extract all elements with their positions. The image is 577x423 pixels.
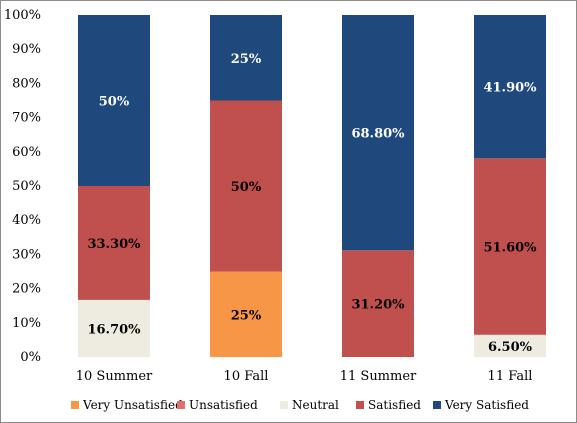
legend-label: Unsatisfied [189, 398, 258, 412]
data-label: 25% [231, 308, 262, 323]
legend: Very Unsatisfied Unsatisfied Neutral Satisf… [71, 398, 529, 412]
legend-item-very-unsatisfied: Very Unsatisfied [71, 398, 183, 412]
legend-swatch [356, 401, 364, 409]
y-tick-label: 100% [4, 8, 41, 23]
legend-label: Very Unsatisfied [82, 398, 183, 412]
bar-segment-satisfied [342, 250, 414, 357]
legend-swatch [71, 401, 79, 409]
data-label: 16.70% [87, 322, 141, 337]
bar-segment-very-satisfied [78, 15, 150, 186]
x-axis: 10 Summer 10 Fall 11 Summer 11 Fall [76, 369, 533, 384]
y-tick-label: 10% [12, 316, 41, 331]
data-label: 33.30% [87, 237, 141, 252]
y-tick-label: 70% [12, 111, 41, 126]
x-tick-label: 10 Fall [224, 369, 269, 384]
bar-segment-very-satisfied [474, 15, 546, 159]
y-tick-label: 50% [12, 179, 41, 194]
data-label: 51.60% [483, 241, 537, 256]
data-label: 68.80% [351, 127, 405, 142]
legend-label: Neutral [292, 398, 339, 412]
y-axis: 0% 10% 20% 30% 40% 50% 60% 70% 80% 90% 100% [4, 8, 41, 365]
x-tick-label: 10 Summer [76, 369, 153, 384]
bar-segment-neutral [474, 334, 546, 357]
legend-item-unsatisfied: Unsatisfied [177, 398, 258, 412]
y-tick-label: 30% [12, 247, 41, 262]
x-tick-label: 11 Fall [488, 369, 533, 384]
data-label: 41.90% [483, 81, 537, 96]
y-tick-label: 80% [12, 76, 41, 91]
y-tick-label: 0% [20, 350, 41, 365]
y-tick-label: 60% [12, 145, 41, 160]
data-label: 50% [99, 95, 130, 110]
x-tick-label: 11 Summer [340, 369, 417, 384]
data-label: 50% [231, 180, 262, 195]
bar-segment-satisfied [474, 158, 546, 335]
bar-segment-satisfied [210, 100, 282, 272]
legend-swatch [433, 401, 441, 409]
plot-area: 16.70% 33.30% 50% 25% 50% 25% 31.20% 68.80% 6.50… [78, 15, 546, 357]
data-label: 25% [231, 52, 262, 67]
y-tick-label: 20% [12, 282, 41, 297]
bar-segment-satisfied [78, 186, 150, 300]
legend-item-neutral: Neutral [280, 398, 339, 412]
legend-item-satisfied: Satisfied [356, 398, 421, 412]
legend-label: Satisfied [368, 398, 421, 412]
y-tick-label: 40% [12, 213, 41, 228]
data-label: 6.50% [488, 340, 533, 355]
data-label: 31.20% [351, 298, 405, 313]
bar-segment-very-satisfied [210, 15, 282, 101]
legend-item-very-satisfied: Very Satisfied [433, 398, 529, 412]
legend-swatch [280, 401, 288, 409]
y-tick-label: 90% [12, 42, 41, 57]
bar-segment-neutral [78, 299, 150, 357]
legend-label: Very Satisfied [444, 398, 529, 412]
bar-segment-very-satisfied [342, 15, 414, 251]
bar-segment-very-unsatisfied [210, 271, 282, 357]
legend-swatch [177, 401, 185, 409]
